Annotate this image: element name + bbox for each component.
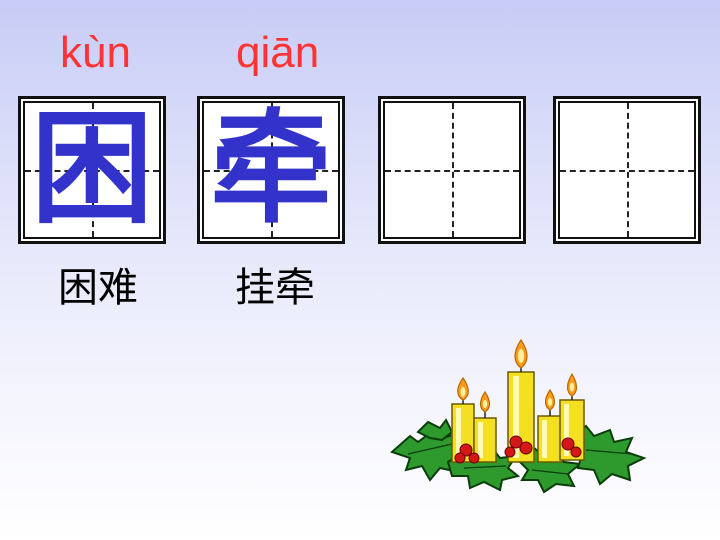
writing-grid-3 [378, 96, 526, 244]
pinyin-qian: qiān [236, 28, 320, 77]
pinyin-kun: kùn [60, 28, 131, 77]
candles-with-holly-icon [390, 338, 647, 494]
grid-guide-vertical [271, 103, 273, 237]
word-kunnan: 困难 [58, 265, 138, 311]
grid-guide-vertical [452, 103, 454, 237]
writing-grid-2: 牵 [197, 96, 345, 244]
word-guaqian: 挂牵 [235, 265, 315, 311]
character-qian: 牵 [210, 98, 332, 240]
grid-guide-vertical [92, 103, 94, 237]
character-kun: 困 [31, 98, 153, 240]
writing-grid-1: 困 [18, 96, 166, 244]
writing-grid-4 [553, 96, 701, 244]
grid-guide-vertical [627, 103, 629, 237]
